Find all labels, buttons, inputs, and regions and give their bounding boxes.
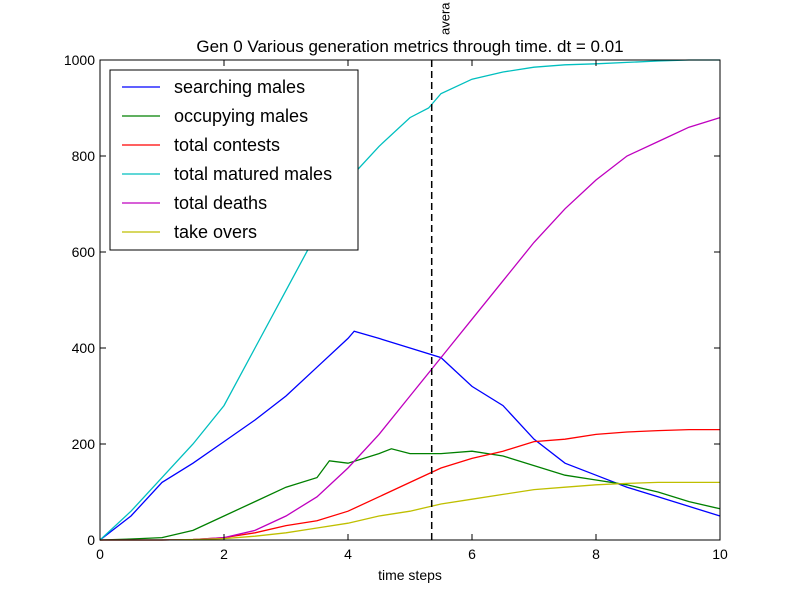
legend-label-1: occupying males [174,106,308,126]
vline-label: avera [438,2,453,35]
x-tick-label: 2 [220,546,228,562]
plot-frame [99,59,721,541]
series-line-1 [99,448,721,541]
ticks-layer: 0 2 4 6 8 10 0 200 400 600 800 1000 [64,52,728,562]
chart-title: Gen 0 Various generation metrics through… [196,37,623,56]
series-line-3 [99,59,720,541]
legend-label-3: total matured males [174,164,332,184]
x-tick-label: 4 [344,546,352,562]
x-tick-label: 8 [592,546,600,562]
x-axis-label: time steps [378,567,442,583]
y-tick-label: 0 [87,532,95,548]
y-tick-label: 800 [72,148,96,164]
legend: searching males occupying males total cont… [109,69,359,251]
y-tick-label: 400 [72,340,96,356]
y-tick-label: 200 [72,436,96,452]
series-layer [99,59,721,541]
x-tick-label: 10 [712,546,728,562]
legend-label-2: total contests [174,135,280,155]
legend-box [109,69,359,251]
y-tick-label: 600 [72,244,96,260]
y-tick-label: 1000 [64,52,95,68]
x-tick-label: 6 [468,546,476,562]
x-tick-label: 0 [96,546,104,562]
legend-label-0: searching males [174,77,305,97]
legend-label-4: total deaths [174,193,267,213]
series-line-0 [99,330,721,541]
series-line-5 [100,481,720,541]
series-line-4 [100,116,721,541]
legend-label-5: take overs [174,222,257,242]
